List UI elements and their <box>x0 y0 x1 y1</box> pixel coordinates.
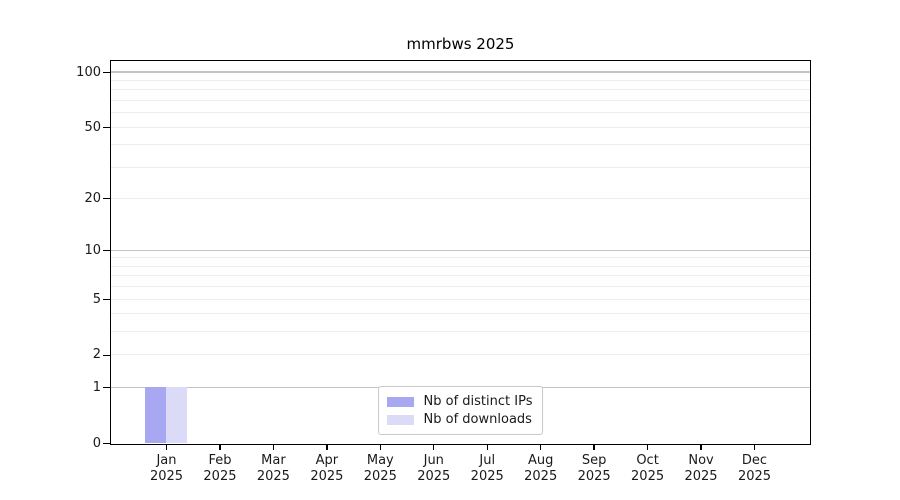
x-tick-month: Dec <box>741 453 768 468</box>
nb-of-downloads-bar <box>166 387 187 443</box>
y-tick-mark <box>103 71 110 74</box>
x-tick-mark <box>540 445 542 450</box>
x-tick-mark <box>646 445 649 450</box>
y-gridline-minor <box>111 275 810 277</box>
x-tick-label: Feb 2025 <box>188 453 252 485</box>
x-tick-month: Feb <box>208 453 232 468</box>
x-tick-mark <box>272 445 275 450</box>
legend-swatch <box>386 396 414 407</box>
y-tick-label: 1 <box>92 379 101 395</box>
x-tick-label: Nov 2025 <box>669 453 733 485</box>
x-tick-year: 2025 <box>310 469 344 484</box>
grid-layer <box>111 61 810 444</box>
x-tick-year: 2025 <box>256 469 290 484</box>
x-tick-month: Sep <box>581 453 607 468</box>
y-gridline-minor <box>111 286 810 288</box>
x-tick-mark <box>165 445 168 450</box>
y-gridline-minor <box>111 166 810 168</box>
y-tick-label: 2 <box>92 347 101 363</box>
y-gridline-major <box>111 249 810 251</box>
x-tick-mark <box>486 445 488 450</box>
x-tick-label: Jul 2025 <box>455 453 519 485</box>
x-tick-month: Jan <box>156 453 177 468</box>
x-tick-mark <box>700 445 702 450</box>
y-gridline-minor <box>111 197 810 199</box>
x-tick-year: 2025 <box>524 469 558 484</box>
x-tick-label: Dec 2025 <box>723 453 787 485</box>
y-tick-label: 100 <box>76 64 101 80</box>
x-tick-label: Oct 2025 <box>616 453 680 485</box>
x-tick-month: Nov <box>688 453 714 468</box>
bar-layer <box>111 61 810 444</box>
y-gridline-minor <box>111 89 810 91</box>
x-tick-year: 2025 <box>684 469 718 484</box>
x-tick-month: Jun <box>423 453 444 468</box>
y-tick-label: 10 <box>84 242 101 258</box>
y-gridline-minor <box>111 144 810 146</box>
legend-entry: Nb of distinct IPs <box>386 393 533 410</box>
x-tick-mark <box>593 445 595 450</box>
y-gridline-minor <box>111 331 810 333</box>
y-gridline-minor <box>111 298 810 300</box>
y-tick-mark <box>103 442 110 445</box>
nb-of-distinct-ips-bar <box>145 387 166 443</box>
y-gridline-major <box>111 71 810 73</box>
y-tick-label: 20 <box>84 190 101 206</box>
x-tick-month: May <box>366 453 394 468</box>
y-tick-label: 0 <box>92 435 101 451</box>
legend-swatch <box>386 414 414 425</box>
x-tick-month: Oct <box>636 453 659 468</box>
x-tick-year: 2025 <box>631 469 665 484</box>
legend-label: Nb of distinct IPs <box>423 394 533 409</box>
x-tick-year: 2025 <box>470 469 504 484</box>
x-tick-year: 2025 <box>203 469 237 484</box>
y-tick-label: 50 <box>84 119 101 135</box>
x-tick-label: Jun 2025 <box>402 453 466 485</box>
x-tick-month: Apr <box>315 453 339 468</box>
x-tick-mark <box>379 445 381 450</box>
y-gridline-minor <box>111 112 810 114</box>
chart-title: mmrbws 2025 <box>406 35 515 53</box>
x-tick-mark <box>753 445 756 450</box>
x-tick-year: 2025 <box>149 469 184 484</box>
x-tick-year: 2025 <box>363 469 397 484</box>
legend-label: Nb of downloads <box>423 412 532 427</box>
legend: Nb of distinct IPs Nb of downloads <box>377 386 544 435</box>
y-tick-mark <box>103 298 110 301</box>
y-tick-mark <box>103 126 110 129</box>
y-gridline-minor <box>111 80 810 81</box>
x-tick-label: Mar 2025 <box>241 453 305 485</box>
y-gridline-minor <box>111 313 810 315</box>
y-tick-label: 5 <box>92 291 101 307</box>
y-tick-mark <box>103 250 110 252</box>
x-tick-label: May 2025 <box>348 453 412 485</box>
legend-entry: Nb of downloads <box>386 411 533 428</box>
x-tick-year: 2025 <box>417 469 451 484</box>
y-gridline-minor <box>111 265 810 267</box>
plot-area: Nb of distinct IPs Nb of downloads <box>110 60 811 445</box>
y-gridline-minor <box>111 257 810 259</box>
x-tick-label: Apr 2025 <box>295 453 359 485</box>
y-gridline-minor <box>111 99 810 101</box>
x-tick-mark <box>433 445 435 450</box>
x-tick-year: 2025 <box>737 469 772 484</box>
y-tick-mark <box>103 198 110 200</box>
x-tick-month: Mar <box>261 453 286 468</box>
x-tick-label: Sep 2025 <box>562 453 626 485</box>
x-tick-year: 2025 <box>577 469 611 484</box>
x-tick-label: Aug 2025 <box>509 453 573 485</box>
x-tick-month: Aug <box>527 453 554 468</box>
x-tick-month: Jul <box>479 453 496 468</box>
y-tick-mark <box>103 354 110 356</box>
y-tick-mark <box>103 387 110 389</box>
y-gridline-minor <box>111 354 810 356</box>
y-gridline-minor <box>111 126 810 128</box>
x-tick-mark <box>326 445 328 450</box>
x-tick-mark <box>219 445 221 450</box>
x-tick-label: Jan 2025 <box>135 453 199 485</box>
